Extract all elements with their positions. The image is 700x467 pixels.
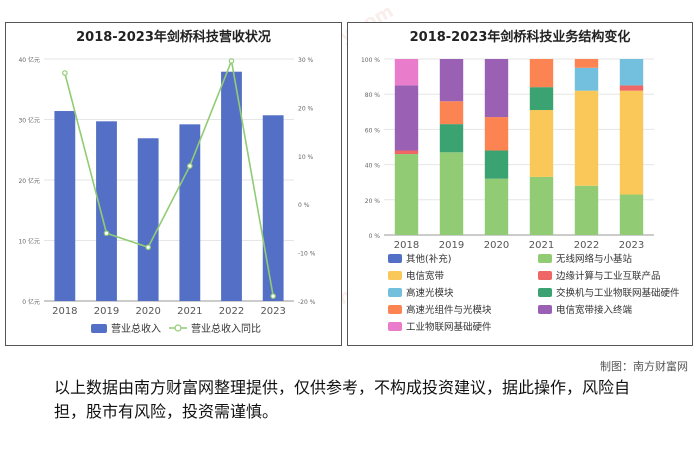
stack-segment <box>529 110 554 177</box>
structure-chart-panel: 2018-2023年剑桥科技业务结构变化 0 % 20 % 40 % 60 % 80 %… <box>347 22 693 346</box>
y2-tick-label: 10 % <box>298 154 314 161</box>
stack-segment <box>619 194 644 235</box>
y-tick-label: 100 % <box>361 57 380 64</box>
stack-segment <box>439 152 464 235</box>
x-tick-label: 2020 <box>484 240 509 251</box>
legend-label: 边缘计算与工业互联产品 <box>556 270 661 282</box>
legend-label: 高速光模块 <box>406 287 454 299</box>
stack-segment <box>619 85 644 91</box>
y-tick-label: 0 % <box>369 233 381 240</box>
y-tick-label: 40 % <box>365 163 381 170</box>
legend-label: 高速光组件与光模块 <box>406 304 492 316</box>
legend-label: 营业总收入 <box>111 322 161 335</box>
bar <box>54 111 76 301</box>
x-tick-label: 2019 <box>439 240 464 251</box>
line-point <box>103 230 110 237</box>
x-tick-label: 2023 <box>260 306 285 317</box>
legend-swatch <box>538 305 552 314</box>
stack-segment <box>439 59 464 102</box>
stack-segment <box>529 87 554 111</box>
y-tick-label: 10 亿元 <box>18 238 40 246</box>
stack-segment <box>439 124 464 153</box>
stack-segment <box>394 85 419 151</box>
x-tick-label: 2018 <box>52 306 77 317</box>
bar <box>262 115 284 301</box>
line-point <box>62 70 68 76</box>
chart-title: 2018-2023年剑桥科技营收状况 <box>76 30 271 45</box>
stack-segment <box>529 59 554 88</box>
revenue-chart-panel: 2018-2023年剑桥科技营收状况 0 亿元 10 亿元 20 亿元 30 亿元 40… <box>5 22 342 346</box>
bar <box>221 71 242 301</box>
stack-segment <box>394 59 419 86</box>
y-tick-label: 0 亿元 <box>22 298 40 306</box>
x-tick-label: 2023 <box>619 240 644 251</box>
legend-label: 电信宽带 <box>406 270 445 282</box>
legend-swatch <box>388 288 402 297</box>
x-tick-label: 2022 <box>219 306 244 317</box>
bar <box>179 124 201 301</box>
y2-tick-label: 20 % <box>298 105 314 112</box>
legend-swatch <box>388 271 402 280</box>
credit-label: 制图：南方财富网 <box>600 360 688 373</box>
stack-segment <box>574 90 599 186</box>
x-tick-label: 2022 <box>574 240 599 251</box>
line-point <box>187 163 193 169</box>
x-tick-label: 2020 <box>135 306 160 317</box>
legend-label: 无线网络与小基站 <box>556 253 633 265</box>
stack-segment <box>484 150 509 179</box>
legend-label: 其他(补充) <box>406 253 451 265</box>
legend-label: 营业总收入同比 <box>191 322 261 335</box>
legend-swatch <box>91 324 107 333</box>
y-tick-label: 30 亿元 <box>18 117 40 125</box>
line-point <box>270 293 276 299</box>
yoy-line <box>64 58 274 297</box>
line-point <box>145 244 151 251</box>
x-tick-label: 2021 <box>529 240 554 251</box>
y-tick-label: 80 % <box>365 92 381 99</box>
disclaimer-text: 以上数据由南方财富网整理提供，仅供参考，不构成投资建议，据此操作，风险自担，股市… <box>54 378 631 421</box>
legend-swatch <box>538 254 552 263</box>
legend-swatch <box>538 288 552 297</box>
stack-segment <box>574 185 599 235</box>
revenue-chart: 0 亿元 10 亿元 20 亿元 30 亿元 40 亿元 -20 % -10 % 0 % 10 … <box>18 56 316 335</box>
chart-title: 2018-2023年剑桥科技业务结构变化 <box>409 30 631 45</box>
stack-segment <box>574 59 599 68</box>
y2-tick-label: -10 % <box>298 251 316 258</box>
stack-segment <box>619 59 644 86</box>
legend-label: 电信宽带接入终端 <box>556 304 633 316</box>
stack-segment <box>439 101 464 125</box>
y-tick-label: 20 % <box>365 198 381 205</box>
stack-segment <box>574 67 599 91</box>
stack-segment <box>484 59 509 118</box>
structure-chart: 0 % 20 % 40 % 60 % 80 % 100 % 2018 2019 2020 2021… <box>361 57 680 333</box>
legend-swatch <box>388 254 402 263</box>
stack-segment <box>394 150 419 155</box>
legend-swatch <box>174 324 182 332</box>
legend-swatch <box>388 322 402 331</box>
stack-segment <box>619 90 644 195</box>
legend-swatch <box>388 305 402 314</box>
y-tick-label: 40 亿元 <box>18 56 40 64</box>
stack-segment <box>529 176 554 235</box>
y2-tick-label: 30 % <box>298 57 314 64</box>
x-tick-label: 2021 <box>177 306 202 317</box>
y2-tick-label: 0 % <box>298 202 310 209</box>
legend-label: 工业物联网基础硬件 <box>406 321 492 333</box>
bar <box>137 138 159 301</box>
stack-segment <box>394 154 419 235</box>
y-tick-label: 60 % <box>365 127 381 134</box>
y2-tick-label: -20 % <box>298 299 316 306</box>
line-point <box>228 58 235 64</box>
x-tick-label: 2018 <box>394 240 419 251</box>
bar <box>96 121 117 301</box>
stack-segment <box>484 178 509 235</box>
stack-segment <box>484 117 509 151</box>
x-tick-label: 2019 <box>94 306 119 317</box>
y-tick-label: 20 亿元 <box>18 177 40 185</box>
legend-label: 交换机与工业物联网基础硬件 <box>556 287 680 299</box>
legend-swatch <box>538 271 552 280</box>
